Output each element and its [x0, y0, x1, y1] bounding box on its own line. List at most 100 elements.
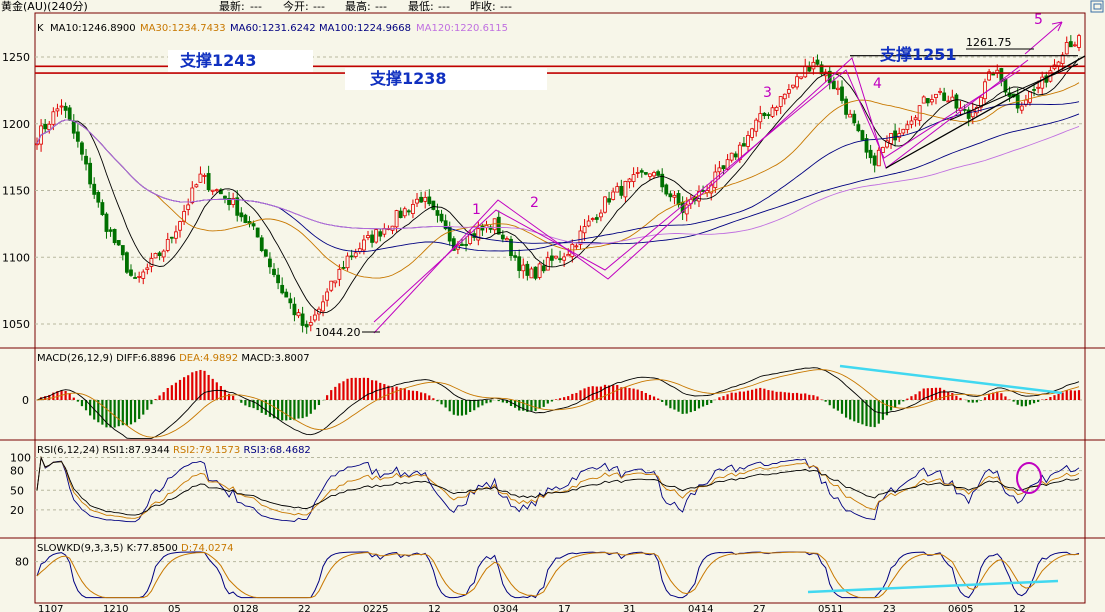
candle-body	[100, 202, 105, 215]
candle-body	[909, 120, 914, 125]
candle-body	[754, 119, 759, 132]
candle-body	[815, 59, 820, 65]
instrument-title: 黄金(AU)(240分)	[1, 0, 88, 13]
candle-body	[844, 98, 848, 115]
macd-dea-line	[36, 369, 1080, 438]
candle-body	[648, 173, 652, 177]
rsi-y-tick-label: 100	[10, 452, 31, 465]
candle-body	[533, 266, 538, 279]
wave-label-2: 2	[530, 195, 539, 211]
candle-body	[190, 187, 195, 204]
candle-body	[635, 172, 640, 174]
candle-body	[607, 198, 611, 203]
candle-body	[141, 271, 146, 279]
candle-body	[925, 98, 930, 104]
candle-body	[51, 111, 56, 125]
rsi-6-line	[36, 457, 1080, 523]
kd-d-line	[36, 551, 1080, 599]
wave-channel-line	[373, 69, 1021, 323]
candle-body	[182, 211, 187, 222]
candle-body	[55, 108, 60, 112]
candle-body	[549, 255, 554, 261]
candle-body	[353, 252, 358, 257]
candle-body	[856, 124, 861, 132]
x-tick-label: 0304	[493, 604, 518, 612]
candle-body	[329, 280, 334, 291]
candle-body	[786, 89, 791, 94]
kd-support-line	[807, 579, 1059, 594]
candle-body	[979, 96, 983, 108]
candle-body	[337, 268, 342, 280]
candle-body	[255, 227, 260, 238]
candle-body	[880, 147, 885, 153]
macd-panel-label: MACD(26,12,9) DIFF:6.8896 DEA:4.9892 MAC…	[37, 353, 310, 364]
candle-body	[394, 210, 399, 228]
candle-body	[447, 226, 452, 242]
candle-body	[860, 130, 865, 141]
candle-body	[893, 130, 898, 141]
candle-body	[476, 228, 481, 241]
candle-body	[929, 99, 934, 103]
candle-body	[987, 71, 992, 81]
candle-body	[304, 324, 309, 328]
candle-body	[590, 218, 595, 220]
header-open-value: ---	[313, 0, 325, 13]
candle-body	[480, 225, 485, 231]
candle-body	[349, 255, 354, 258]
candle-body	[439, 213, 444, 222]
candle-body	[983, 81, 987, 100]
candle-body	[729, 152, 734, 161]
candle-body	[615, 186, 620, 193]
candle-body	[1040, 76, 1045, 89]
candle-body	[296, 312, 301, 317]
macd-divergence-line	[839, 364, 1063, 395]
wave-label-3: 3	[763, 85, 772, 101]
candle-body	[116, 240, 121, 246]
kd-y-tick-label: 80	[15, 556, 29, 569]
x-tick-label: 05	[168, 604, 181, 612]
macd-panel-plot	[36, 367, 1081, 439]
x-tick-label: 0605	[948, 604, 973, 612]
candle-body	[149, 258, 154, 267]
support-1243-label: 支撑1243	[179, 51, 257, 70]
candle-body	[67, 107, 72, 121]
candle-body	[419, 196, 424, 203]
candle-body	[133, 277, 137, 279]
x-tick-label: 22	[298, 604, 311, 612]
candle-body	[848, 113, 853, 118]
candle-body	[974, 106, 979, 114]
candle-body	[272, 268, 276, 276]
candle-body	[488, 226, 493, 230]
candle-body	[566, 254, 571, 257]
candle-body	[43, 123, 48, 130]
candle-body	[562, 256, 567, 261]
candle-body	[668, 193, 673, 198]
candle-body	[129, 269, 133, 276]
candle-body	[889, 133, 893, 144]
ma120-legend: MA120:1220.6115	[416, 23, 508, 34]
wave-label-4: 4	[873, 76, 882, 92]
kd-panel-plot	[36, 551, 1080, 599]
candle-body	[525, 263, 530, 276]
candle-body	[885, 140, 889, 148]
wave-label-1: 1	[472, 202, 481, 218]
candle-body	[831, 80, 836, 90]
window-restore-icon[interactable]	[1090, 0, 1104, 13]
candle-body	[938, 90, 942, 93]
candle-body	[611, 191, 616, 200]
candle-body	[443, 220, 448, 230]
candle-body	[942, 92, 947, 101]
candle-body	[758, 113, 763, 123]
candle-body	[84, 155, 88, 165]
candle-body	[308, 322, 313, 326]
candle-body	[529, 268, 534, 279]
ma30-legend: MA30:1234.7433	[140, 23, 226, 34]
candle-body	[108, 229, 113, 232]
support-1238-bg	[345, 68, 547, 90]
candle-body	[202, 175, 207, 177]
candle-body	[288, 298, 293, 304]
x-tick-label: 0128	[233, 604, 258, 612]
candle-body	[206, 173, 211, 191]
header-prev-close-label: 昨收:	[470, 0, 496, 13]
